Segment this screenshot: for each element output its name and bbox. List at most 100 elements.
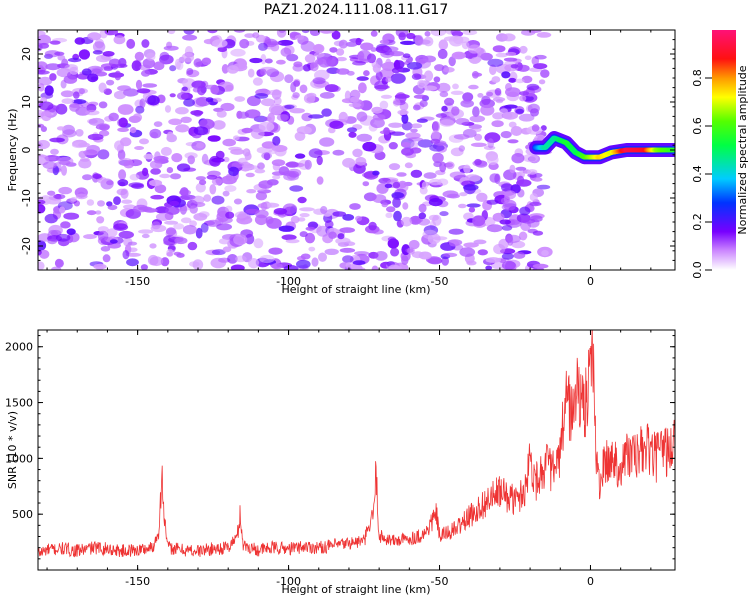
noise-blob [474,133,483,141]
noise-blob [209,184,217,195]
noise-blob [153,61,165,71]
noise-blob [529,201,542,207]
noise-blob [501,203,516,211]
noise-blob [253,238,264,249]
noise-blob [401,121,413,131]
noise-blob [332,149,345,156]
noise-blob [451,106,460,116]
noise-blob [513,251,526,259]
noise-blob [277,39,294,46]
noise-blob [372,114,386,121]
noise-blob [83,234,97,240]
noise-blob [249,57,263,64]
noise-blob [134,146,145,150]
noise-blob [458,145,465,152]
noise-blob [392,98,401,107]
noise-blob [443,252,458,258]
noise-blob [476,192,488,202]
noise-blob [384,183,393,189]
noise-blob [54,51,65,56]
noise-blob [407,247,415,255]
noise-blob [244,109,261,119]
noise-blob [451,51,466,60]
noise-blob [368,221,377,231]
noise-blob [195,182,206,193]
noise-blob [505,234,521,244]
noise-blob [464,174,481,182]
noise-blob [271,159,286,167]
noise-blob [189,261,200,267]
noise-blob [38,76,53,86]
noise-blob [127,241,138,246]
noise-blob [267,112,275,124]
noise-blob [435,113,448,118]
noise-blob [63,212,80,220]
noise-blob [64,64,78,72]
noise-blob [182,34,198,41]
noise-blob [38,101,54,111]
noise-blob [495,52,508,58]
noise-blob [459,192,468,197]
noise-blob [236,110,243,119]
noise-blob [117,104,134,115]
noise-blob [45,63,61,71]
noise-blob [209,155,221,167]
noise-blob [222,190,230,197]
noise-blob [212,120,226,130]
noise-blob [165,206,180,215]
noise-blob [166,131,174,140]
noise-blob [166,252,173,257]
noise-blob [389,131,405,136]
noise-blob [487,138,495,149]
noise-blob [123,160,134,169]
noise-blob [225,211,235,219]
noise-blob [294,131,306,141]
noise-blob [53,194,66,200]
noise-blob [154,184,167,194]
noise-blob [140,264,148,270]
noise-blob [280,47,292,57]
noise-blob [171,153,183,163]
noise-blob [66,228,76,235]
noise-blob [281,234,297,241]
noise-blob [290,81,297,93]
x-tick-label: 0 [587,275,594,288]
noise-blob [86,199,95,206]
noise-blob [337,233,345,240]
noise-blob [419,186,428,195]
noise-blob [448,239,460,247]
noise-blob [49,137,65,143]
noise-blob [98,101,108,109]
noise-blob [294,153,306,159]
noise-blob [319,92,335,99]
y-tick-label: 1000 [5,452,33,465]
noise-blob [121,199,133,204]
noise-blob [502,111,518,120]
noise-blob [283,265,299,270]
noise-blob [309,30,321,36]
noise-blob [56,126,65,131]
noise-blob [492,45,506,53]
noise-blob [97,149,110,160]
noise-blob [261,141,277,149]
noise-blob [432,152,444,164]
noise-blob [394,94,410,99]
spectrogram-ylabel: Frequency (Hz) [6,109,19,192]
noise-blob [165,227,177,236]
noise-blob [148,179,163,187]
noise-blob [163,45,179,51]
noise-blob [527,169,538,175]
noise-blob [207,30,218,34]
noise-blob [304,232,316,244]
noise-blob [266,41,282,46]
noise-blob [419,99,428,108]
y-tick-label: 0 [20,147,33,154]
noise-blob [217,46,228,52]
noise-blob [284,74,294,84]
noise-blob [49,73,57,81]
noise-blob [388,122,403,128]
noise-blob [117,179,129,187]
noise-blob [519,45,528,54]
noise-blob [352,148,363,158]
colorbar-gradient [712,30,736,270]
